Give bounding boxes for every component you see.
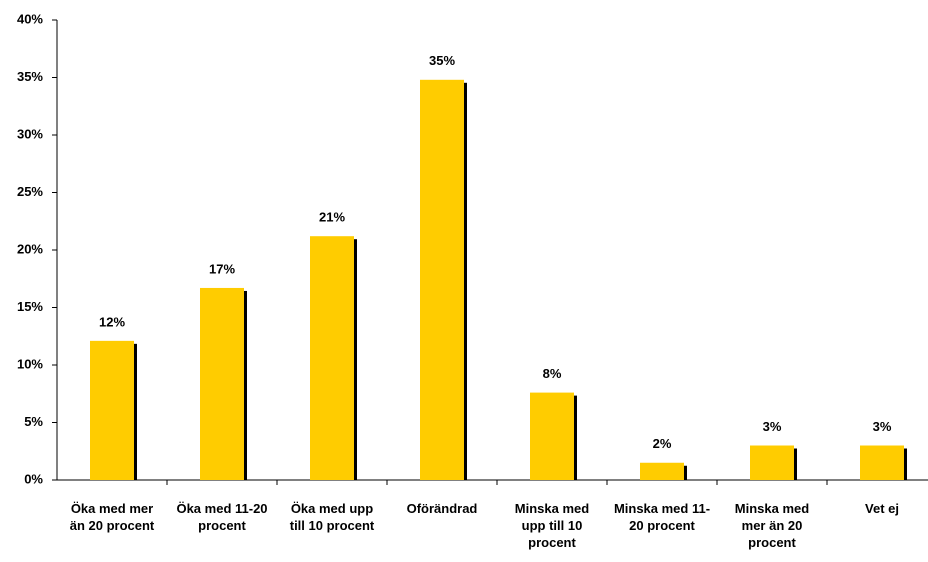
x-tick-label: Öka med mer än 20 procent xyxy=(69,501,155,533)
bar xyxy=(530,392,574,480)
bar xyxy=(90,340,134,480)
bar xyxy=(750,445,794,480)
bar xyxy=(860,445,904,480)
y-tick-label: 20% xyxy=(17,241,43,256)
value-label: 12% xyxy=(99,314,125,329)
y-tick-label: 5% xyxy=(24,414,43,429)
bar xyxy=(310,236,354,480)
value-label: 3% xyxy=(763,419,782,434)
value-label: 17% xyxy=(209,261,235,276)
bar xyxy=(200,287,244,480)
x-tick-label: Vet ej xyxy=(865,501,899,516)
bar xyxy=(640,462,684,480)
bar xyxy=(420,79,464,481)
y-tick-label: 30% xyxy=(17,126,43,141)
x-tick-label: Öka med 11-20 procent xyxy=(176,501,268,533)
value-label: 8% xyxy=(543,366,562,381)
x-tick-label: Öka med upp till 10 procent xyxy=(289,501,375,533)
x-tick-label: Minska med upp till 10 procent xyxy=(514,501,590,550)
y-tick-label: 15% xyxy=(17,299,43,314)
y-tick-label: 25% xyxy=(17,184,43,199)
x-tick-label: Minska med mer än 20 procent xyxy=(734,501,810,550)
x-tick-label: Minska med 11-20 procent xyxy=(613,501,711,533)
y-tick-label: 0% xyxy=(24,471,43,486)
value-label: 21% xyxy=(319,210,345,225)
x-tick-label: Oförändrad xyxy=(406,501,478,516)
y-tick-label: 40% xyxy=(17,11,43,26)
y-tick-label: 35% xyxy=(17,69,43,84)
value-label: 3% xyxy=(873,419,892,434)
value-label: 35% xyxy=(429,53,455,68)
y-tick-label: 10% xyxy=(17,356,43,371)
value-label: 2% xyxy=(653,436,672,451)
